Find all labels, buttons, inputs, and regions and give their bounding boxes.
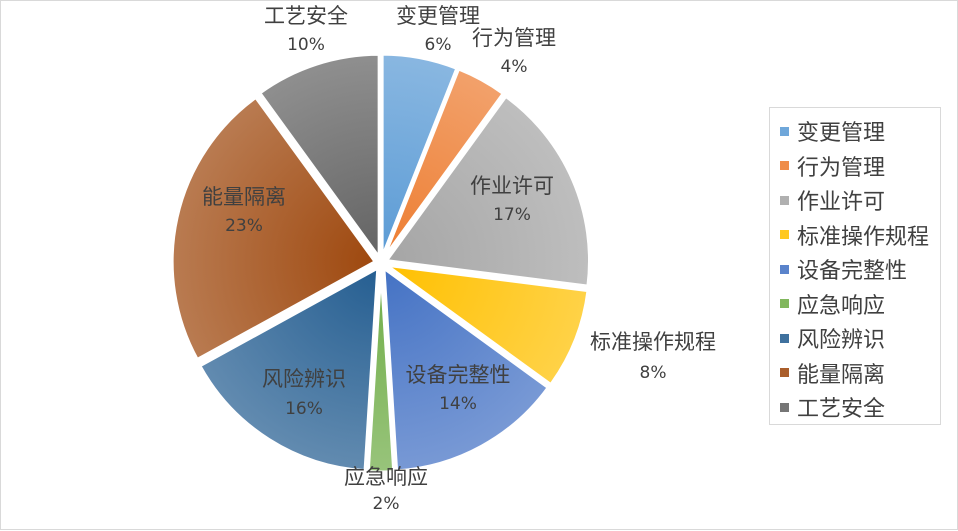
slice-category-label: 应急响应 <box>344 465 428 489</box>
legend-item: 设备完整性 <box>780 252 940 287</box>
legend-label: 标准操作规程 <box>797 224 930 250</box>
pie-slice-6 <box>366 268 396 474</box>
slice-category-label: 行为管理 <box>472 26 556 50</box>
slice-percent-label: 23% <box>225 216 263 236</box>
legend-swatch <box>780 264 789 274</box>
legend-swatch <box>780 299 789 309</box>
legend-label: 风险辨识 <box>797 328 886 354</box>
legend-item: 风险辨识 <box>780 321 940 356</box>
slice-percent-label: 6% <box>425 35 452 55</box>
pie-slice-5 <box>382 265 551 473</box>
legend-swatch <box>780 368 789 378</box>
slice-category-label: 工艺安全 <box>264 4 348 28</box>
legend-label: 工艺安全 <box>797 397 886 423</box>
legend: 变更管理行为管理作业许可标准操作规程 设备完整性应急响应风险辨识能量隔离工艺安全 <box>769 107 941 425</box>
legend-label: 能量隔离 <box>797 362 886 388</box>
legend-item: 能量隔离 <box>780 356 940 391</box>
legend-item: 工艺安全 <box>780 390 940 425</box>
slice-category-label: 标准操作规程 <box>590 330 716 354</box>
legend-swatch <box>780 333 789 343</box>
legend-swatch <box>780 126 789 136</box>
pie-slice-3 <box>383 94 591 288</box>
pie-slice-8 <box>170 95 378 362</box>
legend-item: 作业许可 <box>780 183 940 218</box>
slice-category-label: 变更管理 <box>396 4 480 28</box>
legend-label: 行为管理 <box>797 155 886 181</box>
legend-item: 标准操作规程 <box>780 218 940 253</box>
pie-slice-9 <box>257 52 381 262</box>
pie-slice-7 <box>197 265 380 473</box>
slice-category-label: 设备完整性 <box>406 363 511 387</box>
slice-category-label: 作业许可 <box>470 174 554 198</box>
pie-slice-2 <box>382 67 506 259</box>
legend-swatch <box>780 230 789 240</box>
slice-percent-label: 17% <box>493 205 531 225</box>
slice-percent-label: 4% <box>501 57 528 77</box>
legend-item: 行为管理 <box>780 149 940 184</box>
legend-label: 作业许可 <box>797 190 886 216</box>
pie-slice-4 <box>385 263 590 387</box>
legend-item: 应急响应 <box>780 287 940 322</box>
slice-percent-label: 8% <box>640 363 667 383</box>
pie-slice-1 <box>380 52 459 258</box>
slice-percent-label: 2% <box>373 494 400 514</box>
slice-percent-label: 10% <box>287 35 325 55</box>
legend-swatch <box>780 402 789 412</box>
slice-percent-label: 16% <box>285 399 323 419</box>
legend-label: 应急响应 <box>797 293 886 319</box>
slice-category-label: 能量隔离 <box>202 185 286 209</box>
slice-category-label: 风险辨识 <box>262 367 346 391</box>
slice-percent-label: 14% <box>439 394 477 414</box>
legend-swatch <box>780 161 789 171</box>
legend-swatch <box>780 195 789 205</box>
legend-label: 变更管理 <box>797 121 886 147</box>
legend-label: 设备完整性 <box>797 259 908 285</box>
legend-item: 变更管理 <box>780 114 940 149</box>
